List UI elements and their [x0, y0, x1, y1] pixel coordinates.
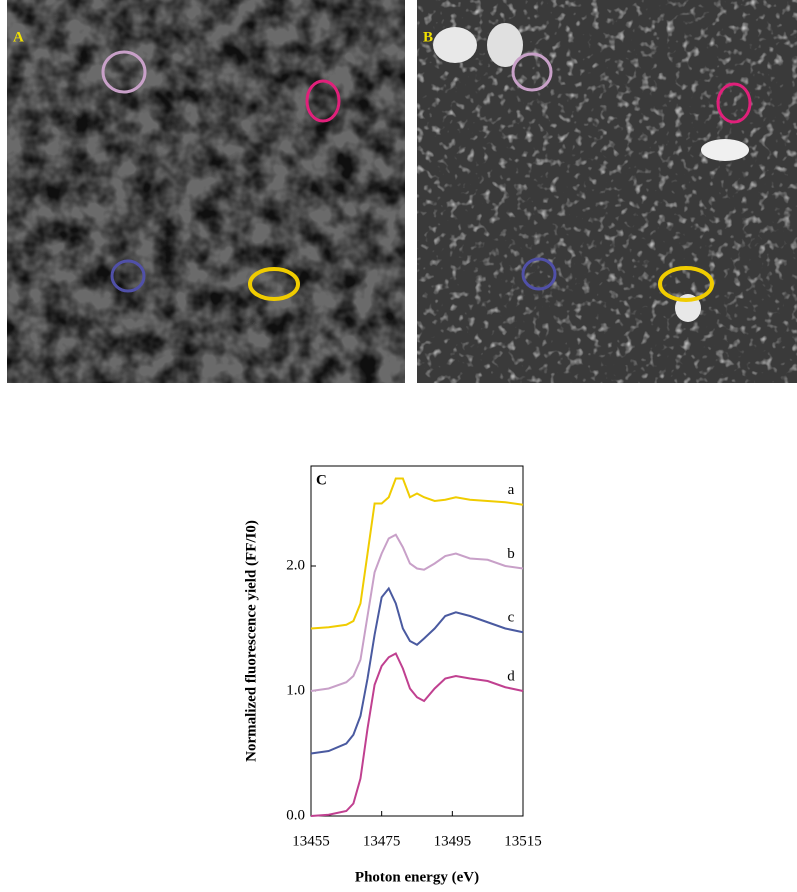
- panel-label: B: [423, 29, 433, 45]
- series-label: c: [508, 610, 515, 626]
- x-tick-label: 13475: [363, 833, 401, 849]
- y-tick-label: 2.0: [286, 557, 305, 573]
- y-tick-label: 1.0: [286, 682, 305, 698]
- chart-title: C: [316, 472, 327, 488]
- x-tick-label: 13495: [434, 833, 472, 849]
- y-axis-label: Normalized fluorescence yield (FF/I0): [243, 520, 259, 762]
- y-tick-label: 0.0: [286, 807, 305, 823]
- series-label: a: [508, 482, 515, 498]
- x-tick-label: 13515: [504, 833, 542, 849]
- image-a: A: [7, 0, 405, 383]
- series-line: [311, 589, 523, 754]
- series-line: [311, 479, 523, 629]
- plot-frame: [311, 466, 523, 816]
- figure: A B C Photon energy (eV) Normalized fluo…: [0, 0, 797, 892]
- panel-label: A: [13, 29, 24, 45]
- series-line: [311, 654, 523, 817]
- series-label: b: [507, 546, 515, 562]
- x-axis-label: Photon energy (eV): [355, 869, 479, 885]
- series-label: d: [507, 668, 515, 684]
- series-line: [311, 535, 523, 691]
- image-b: B: [417, 0, 797, 383]
- x-tick-label: 13455: [292, 833, 330, 849]
